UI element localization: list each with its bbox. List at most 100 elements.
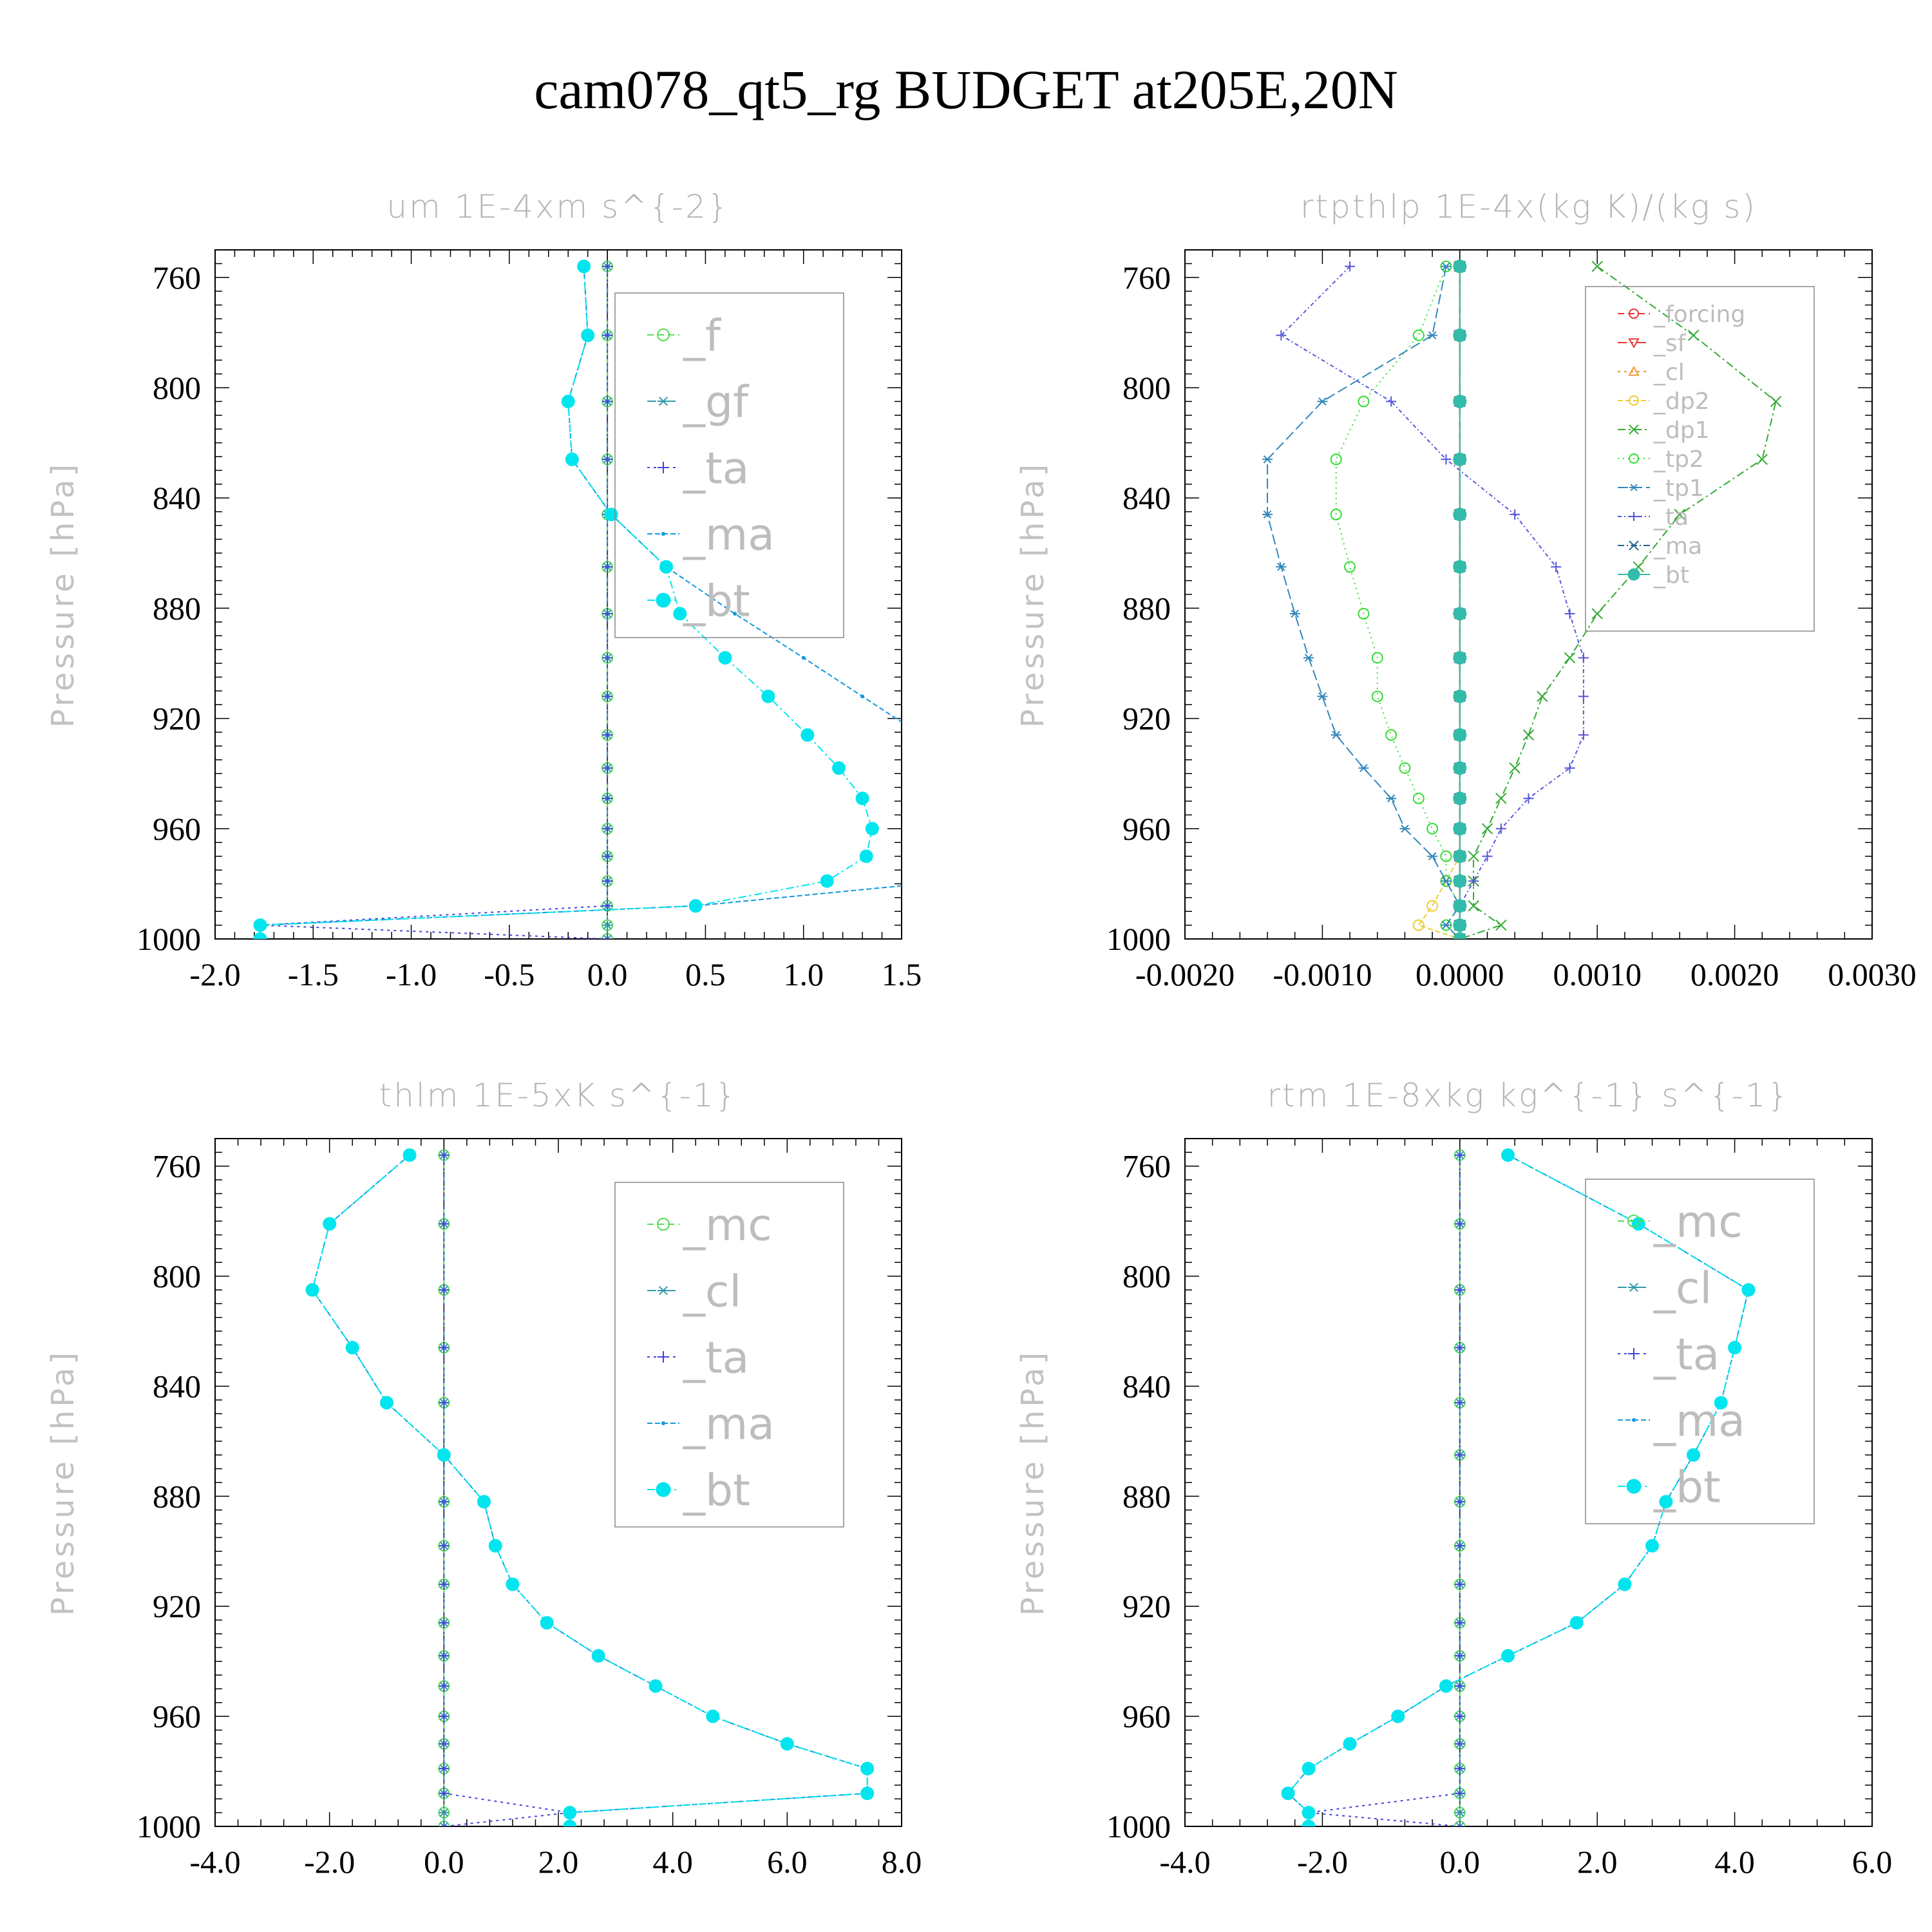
data-point <box>1578 730 1589 741</box>
x-tick-label: 2.0 <box>1577 1844 1618 1880</box>
data-point <box>1453 689 1467 703</box>
data-point <box>602 691 613 702</box>
legend-label: _ma <box>1653 1396 1745 1446</box>
data-point <box>1495 823 1506 834</box>
y-tick-label: 840 <box>1122 1368 1171 1404</box>
data-point <box>540 1616 554 1630</box>
data-point <box>561 394 575 408</box>
data-point <box>1629 540 1639 551</box>
data-point <box>1454 1763 1465 1774</box>
data-point <box>949 879 952 883</box>
series-bt <box>1281 1148 1756 1826</box>
y-tick-label: 920 <box>153 701 201 737</box>
data-point <box>1453 607 1467 621</box>
data-point <box>1412 329 1425 341</box>
data-point <box>1551 562 1562 573</box>
data-point <box>1454 1284 1465 1295</box>
data-point <box>477 1495 491 1509</box>
data-point <box>1629 308 1639 319</box>
data-point <box>1627 568 1640 581</box>
x-tick-label: 0.0 <box>1440 1844 1481 1880</box>
data-point <box>1618 1577 1632 1591</box>
data-point <box>1454 1808 1465 1817</box>
data-point <box>602 454 613 465</box>
series-line <box>1459 265 1777 939</box>
data-point <box>657 328 670 341</box>
data-point <box>1770 395 1782 408</box>
data-point <box>1454 1617 1465 1628</box>
data-point <box>860 1786 875 1801</box>
data-point <box>1441 262 1452 270</box>
panel-title: rtpthlp 1E-4x(kg K)/(kg s) <box>1300 188 1757 225</box>
series-line <box>260 266 902 939</box>
data-point <box>1453 874 1467 888</box>
x-tick-label: 1.0 <box>783 956 824 992</box>
y-tick-label: 840 <box>153 480 201 516</box>
plot-frame <box>1184 249 1873 940</box>
data-point <box>1440 850 1452 862</box>
x-axis: -4.0 -2.0 0.0 2.0 4.0 6.0 8.0 <box>189 1139 922 1880</box>
data-point <box>1302 1761 1316 1776</box>
data-point <box>1564 608 1575 619</box>
data-point <box>865 822 879 836</box>
data-point <box>323 1217 337 1231</box>
series-line <box>1417 266 1461 939</box>
y-tick-label: 800 <box>1122 370 1171 406</box>
data-point <box>860 1761 875 1776</box>
y-tick-label: 880 <box>153 590 201 626</box>
data-point <box>1453 560 1467 574</box>
legend-label: _bt <box>1653 1462 1721 1513</box>
x-tick-label: 6.0 <box>767 1844 808 1880</box>
y-tick-label: 1000 <box>1106 1808 1171 1844</box>
data-point <box>563 1806 577 1820</box>
data-point <box>602 934 613 939</box>
series-bt <box>305 1148 875 1826</box>
data-point <box>1453 507 1467 522</box>
data-point <box>1427 852 1438 860</box>
data-point <box>1509 762 1520 774</box>
y-tick-label: 1000 <box>137 1808 201 1844</box>
y-tick-label: 800 <box>153 1258 201 1294</box>
data-point <box>1628 1282 1640 1293</box>
x-tick-label: 8.0 <box>882 1844 922 1880</box>
data-point <box>1591 260 1603 272</box>
data-point <box>718 650 732 665</box>
legend-label: _ta <box>683 443 749 494</box>
x-axis: -4.0 -2.0 0.0 2.0 4.0 6.0 <box>1159 1139 1892 1880</box>
data-point <box>602 793 613 804</box>
data-point <box>488 1539 502 1553</box>
x-tick-label: 0.0030 <box>1828 956 1917 992</box>
x-tick-label: 0.0 <box>587 956 628 992</box>
x-tick-label: -4.0 <box>189 1844 240 1880</box>
x-tick-label: -0.0010 <box>1273 956 1372 992</box>
data-point <box>1629 453 1639 464</box>
x-tick-label: 0.5 <box>685 956 726 992</box>
legend-label: _sf <box>1653 330 1687 357</box>
plot-frame <box>214 1138 902 1827</box>
data-point <box>855 791 869 806</box>
legend: _f _gf _ta _ma _bt <box>614 292 844 638</box>
legend-label: _dp1 <box>1653 417 1710 444</box>
data-point <box>439 1808 450 1817</box>
data-point <box>1454 1579 1465 1590</box>
data-point <box>1628 1348 1640 1359</box>
y-tick-label: 960 <box>153 1698 201 1734</box>
data-point <box>439 1738 450 1749</box>
y-tick-label: 880 <box>1122 1478 1171 1514</box>
data-point <box>1454 1540 1465 1551</box>
data-point <box>1426 822 1439 835</box>
y-tick-label: 1000 <box>137 921 201 957</box>
x-tick-label: -4.0 <box>1159 1844 1210 1880</box>
series-line <box>1308 1155 1461 1826</box>
data-point <box>1482 851 1493 862</box>
data-point <box>1453 394 1467 408</box>
data-point <box>439 1822 450 1826</box>
data-point <box>1454 1397 1465 1408</box>
series-line <box>1280 265 1584 939</box>
data-point <box>439 1681 450 1692</box>
data-point <box>439 1788 450 1799</box>
data-point <box>602 921 613 929</box>
series-tp2 <box>1330 260 1466 939</box>
legend-label: _bt <box>683 1465 750 1516</box>
series-line <box>260 266 873 939</box>
